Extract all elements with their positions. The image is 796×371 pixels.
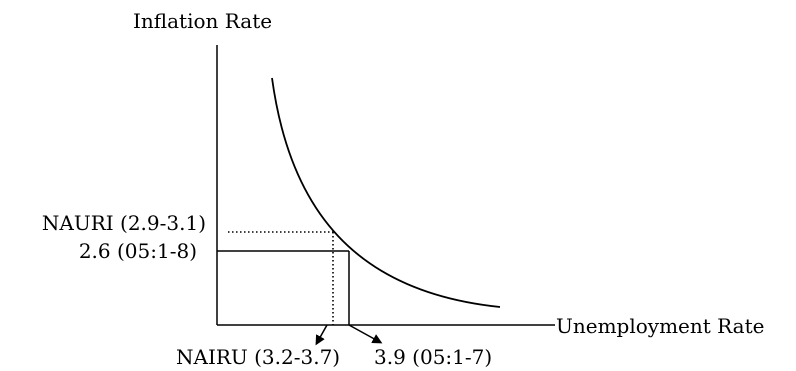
- nairu-arrow: [318, 325, 327, 341]
- actual-inflation-label: 2.6 (05:1-8): [79, 239, 197, 263]
- nairu-label: NAIRU (3.2-3.7): [176, 345, 340, 369]
- y-axis-label: Inflation Rate: [133, 9, 272, 33]
- actual-unemployment-label: 3.9 (05:1-7): [374, 345, 492, 369]
- x-axis-label: Unemployment Rate: [556, 314, 764, 338]
- phillips-curve: [272, 78, 500, 307]
- actual-unemployment-arrow: [349, 325, 378, 341]
- nauri-label: NAURI (2.9-3.1): [42, 211, 206, 235]
